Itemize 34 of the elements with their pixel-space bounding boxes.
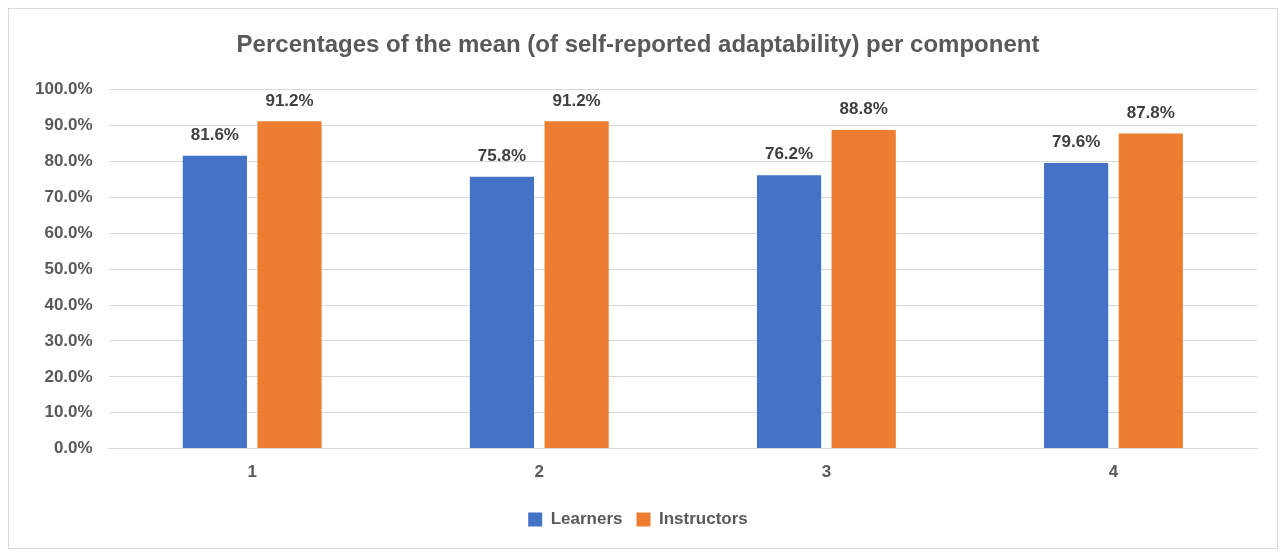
- x-tick-label: 2: [534, 462, 545, 482]
- bar: [469, 176, 535, 449]
- y-tick-label: 50.0%: [44, 258, 93, 278]
- y-tick-label: 100.0%: [34, 79, 93, 99]
- bar: [182, 155, 247, 449]
- data-label: 91.2%: [265, 90, 314, 110]
- y-tick-label: 20.0%: [44, 366, 93, 386]
- data-label: 75.8%: [477, 145, 527, 165]
- data-label: 91.2%: [552, 90, 601, 110]
- bar: [1118, 133, 1183, 449]
- legend-label: Learners: [550, 509, 623, 529]
- bar: [831, 129, 896, 449]
- y-tick-label: 10.0%: [44, 402, 93, 422]
- data-label: 79.6%: [1052, 132, 1101, 152]
- bar: [1044, 163, 1109, 449]
- y-tick-label: 0.0%: [53, 438, 93, 458]
- y-tick-label: 80.0%: [44, 151, 93, 171]
- y-tick-label: 40.0%: [44, 294, 93, 314]
- chart-title: Percentages of the mean (of self-reported adaptability) per component: [236, 30, 1040, 58]
- x-tick-label: 4: [1108, 462, 1119, 482]
- y-tick-label: 30.0%: [44, 330, 93, 350]
- y-tick-label: 90.0%: [44, 115, 93, 135]
- y-tick-label: 70.0%: [44, 187, 93, 207]
- data-label: 88.8%: [839, 99, 888, 119]
- bar: [756, 175, 822, 449]
- y-tick-label: 60.0%: [44, 223, 93, 243]
- legend-label: Instructors: [659, 509, 748, 529]
- x-tick-label: 3: [821, 462, 832, 482]
- data-label: 87.8%: [1126, 102, 1175, 122]
- data-label: 81.6%: [190, 125, 239, 145]
- bar: [544, 121, 609, 449]
- x-tick-label: 1: [247, 462, 257, 482]
- data-label: 76.2%: [764, 144, 814, 164]
- bar: [257, 121, 322, 449]
